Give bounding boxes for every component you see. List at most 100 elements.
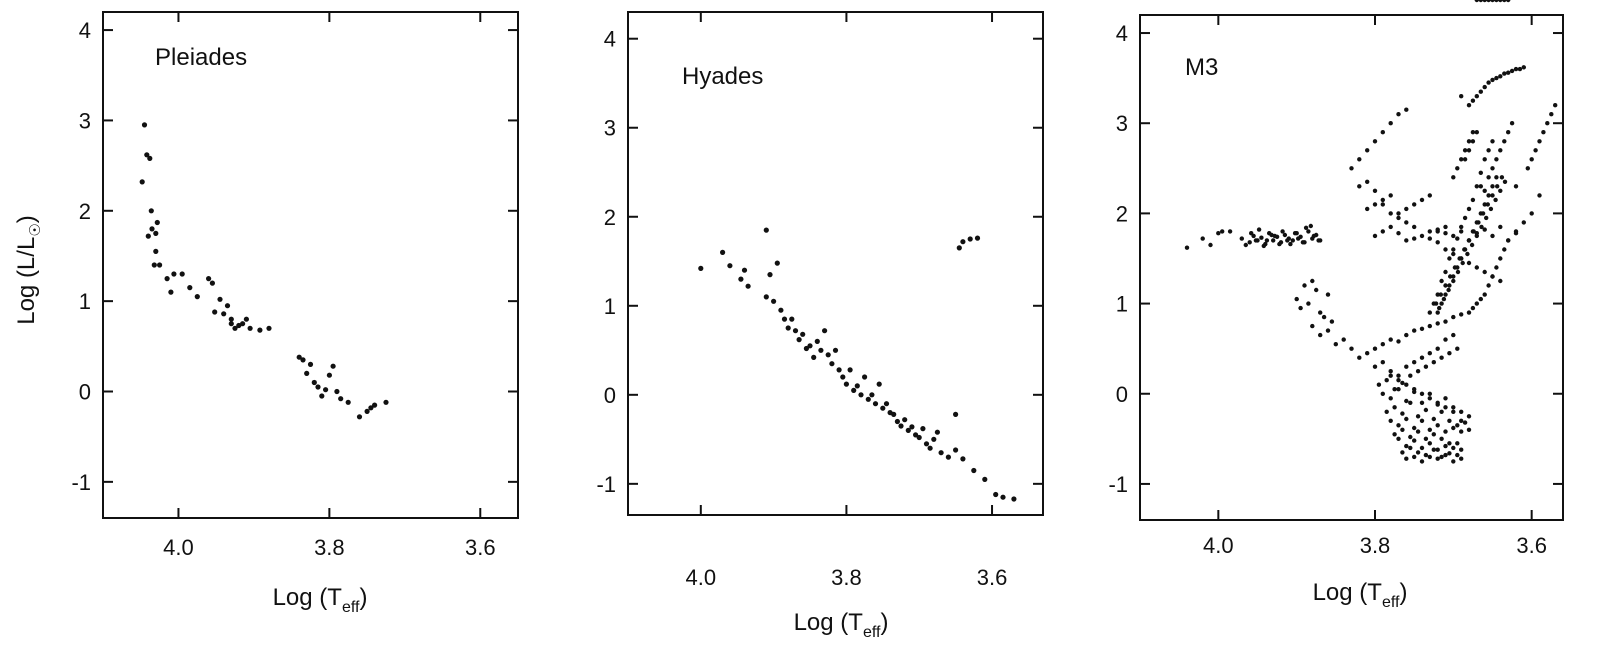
data-point	[1310, 278, 1315, 284]
data-point	[1474, 231, 1480, 236]
data-point	[720, 249, 726, 255]
data-point	[1469, 242, 1475, 248]
panel-pleiades: Pleiades -1 0 1 2 3 4 4.0 3.8 3.6 Log (Teff)	[71, 11, 519, 616]
data-point	[1412, 360, 1417, 365]
data-point	[1451, 409, 1456, 414]
data-point	[1423, 364, 1429, 369]
data-point	[1404, 456, 1409, 461]
data-point	[1412, 328, 1417, 333]
data-point	[1443, 337, 1448, 342]
data-point	[1506, 238, 1511, 243]
data-point	[153, 230, 159, 236]
data-point	[938, 450, 944, 456]
data-point	[1439, 301, 1444, 306]
data-point	[1485, 202, 1491, 207]
data-point	[149, 226, 155, 232]
data-point	[1439, 355, 1444, 360]
x-axis-title: Log (Teff)	[1313, 579, 1408, 611]
data-point	[1443, 292, 1448, 297]
data-point	[1474, 94, 1480, 99]
data-point	[993, 491, 999, 498]
data-point	[1443, 283, 1448, 288]
data-point	[1431, 416, 1437, 422]
data-point	[1357, 157, 1362, 162]
data-point	[179, 271, 185, 277]
data-point	[876, 381, 882, 387]
data-point	[1388, 211, 1393, 216]
data-point	[1408, 373, 1413, 378]
data-point	[1271, 238, 1276, 243]
data-point	[1474, 184, 1480, 189]
x-tick-label: 3.8	[1360, 533, 1391, 558]
data-point	[1443, 429, 1448, 434]
data-point	[1451, 332, 1456, 338]
data-point	[1431, 301, 1437, 306]
data-point	[1465, 251, 1470, 257]
data-point	[1447, 418, 1452, 423]
data-point	[1318, 310, 1323, 315]
data-point	[1451, 247, 1456, 252]
data-point	[1513, 231, 1519, 236]
data-point	[1451, 278, 1456, 284]
data-point	[778, 307, 784, 313]
data-point	[257, 327, 263, 333]
data-point	[148, 208, 154, 214]
data-points	[139, 122, 389, 420]
data-point	[1392, 405, 1397, 410]
data-point	[1419, 445, 1425, 451]
data-point	[1494, 75, 1499, 81]
data-point	[1502, 139, 1507, 144]
data-point	[1498, 148, 1503, 153]
y-tick-label: 1	[604, 294, 616, 319]
data-point	[1435, 292, 1440, 297]
data-point	[916, 434, 922, 441]
data-point	[1396, 423, 1401, 428]
data-point	[1498, 188, 1503, 193]
data-point	[807, 343, 813, 349]
data-point	[1227, 229, 1233, 234]
data-point	[1404, 107, 1409, 112]
data-point	[803, 345, 810, 352]
data-point	[1482, 202, 1487, 207]
data-point	[1525, 166, 1531, 171]
data-point	[1400, 411, 1405, 416]
data-point	[147, 155, 153, 161]
data-point	[1447, 451, 1452, 456]
data-point	[1435, 321, 1440, 326]
data-point	[1482, 269, 1487, 275]
data-point	[1261, 243, 1267, 249]
data-point	[1310, 323, 1315, 329]
data-point	[1380, 360, 1386, 365]
data-point	[1513, 184, 1519, 189]
data-point	[1482, 157, 1487, 162]
data-point	[1412, 438, 1417, 443]
data-point	[1498, 224, 1503, 230]
data-point	[1474, 130, 1480, 135]
data-point	[1455, 441, 1460, 446]
data-point	[865, 396, 871, 402]
data-point	[1435, 400, 1440, 405]
data-point	[154, 219, 160, 226]
data-point	[1243, 242, 1249, 248]
data-point	[1435, 346, 1440, 351]
data-point	[1396, 211, 1401, 216]
data-point	[1486, 193, 1491, 198]
data-point	[1308, 223, 1314, 229]
data-point	[1466, 206, 1472, 212]
data-point	[814, 338, 820, 344]
data-point	[1372, 346, 1378, 351]
data-point	[1455, 346, 1460, 351]
data-point	[698, 265, 704, 271]
plot-frame	[102, 11, 519, 519]
data-point	[1388, 369, 1393, 374]
data-point	[741, 267, 748, 273]
data-point	[1435, 310, 1440, 315]
data-point	[1455, 423, 1460, 428]
data-point	[1474, 301, 1480, 306]
data-point	[1349, 346, 1354, 351]
data-point	[1427, 396, 1433, 401]
data-point	[243, 316, 249, 322]
data-point	[1376, 382, 1382, 387]
data-point	[1493, 197, 1498, 203]
panel-title: Hyades	[682, 63, 763, 90]
